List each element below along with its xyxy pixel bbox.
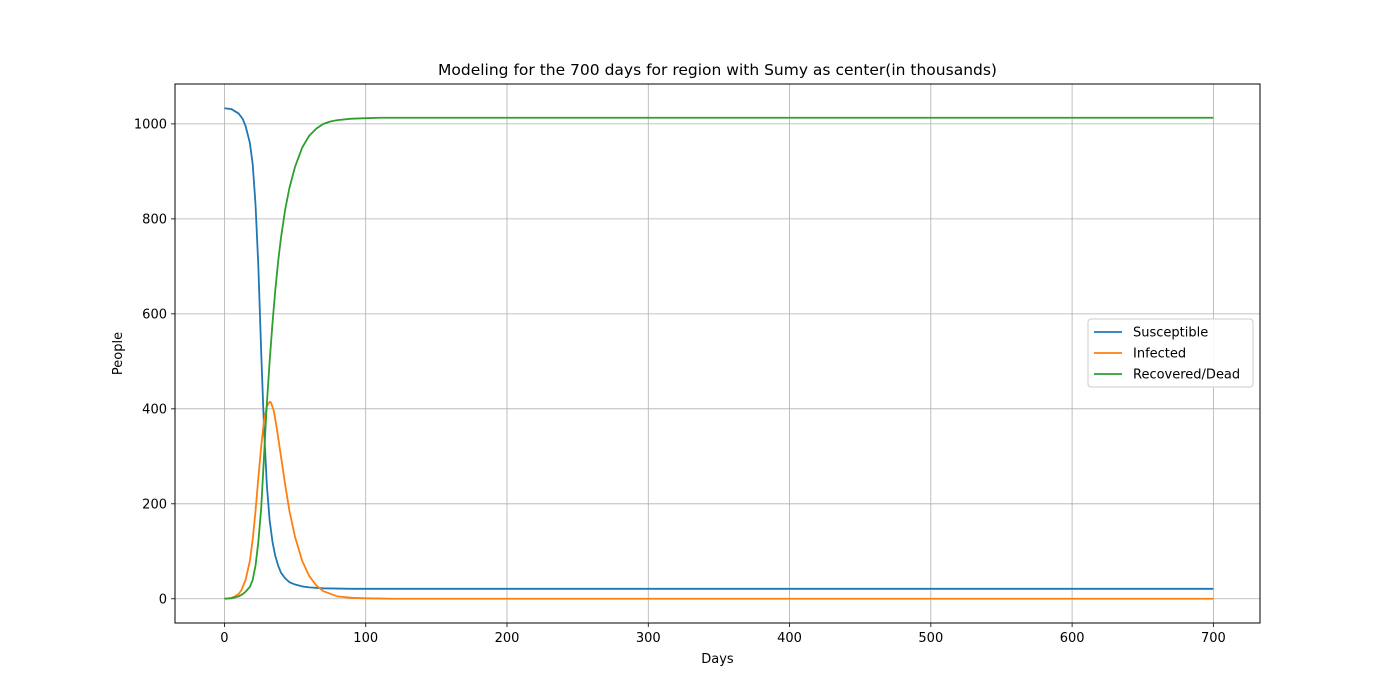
y-tick-label: 1000 bbox=[134, 117, 167, 132]
legend-label: Recovered/Dead bbox=[1133, 368, 1240, 383]
x-tick-label: 300 bbox=[636, 631, 661, 646]
legend: Susceptible Infected Recovered/Dead bbox=[1087, 318, 1254, 388]
x-tick-label: 700 bbox=[1201, 631, 1226, 646]
chart-title: Modeling for the 700 days for region wit… bbox=[438, 61, 997, 79]
x-tick-label: 200 bbox=[495, 631, 520, 646]
axes-frame bbox=[174, 83, 1261, 624]
y-tick-label: 400 bbox=[142, 402, 167, 417]
x-axis-title: Days bbox=[701, 652, 734, 667]
plot-lines bbox=[224, 107, 1214, 600]
y-tick-label: 800 bbox=[142, 212, 167, 227]
ticks: 0 100 200 300 400 500 600 700 0 200 400 600 800 1000 bbox=[134, 117, 1226, 646]
x-tick-label: 600 bbox=[1060, 631, 1085, 646]
y-tick-label: 200 bbox=[142, 497, 167, 512]
legend-label: Infected bbox=[1133, 347, 1186, 362]
legend-label: Susceptible bbox=[1133, 326, 1208, 341]
series-line-infected bbox=[224, 400, 1214, 600]
x-tick-label: 500 bbox=[918, 631, 943, 646]
series-line-susceptible bbox=[224, 107, 1214, 590]
x-tick-label: 0 bbox=[220, 631, 228, 646]
x-tick-label: 100 bbox=[353, 631, 378, 646]
y-axis-title: People bbox=[111, 332, 126, 375]
legend-box bbox=[1087, 318, 1254, 388]
y-tick-label: 0 bbox=[159, 592, 167, 607]
series-line-recovered-dead bbox=[224, 116, 1214, 600]
x-tick-label: 400 bbox=[777, 631, 802, 646]
y-tick-label: 600 bbox=[142, 307, 167, 322]
